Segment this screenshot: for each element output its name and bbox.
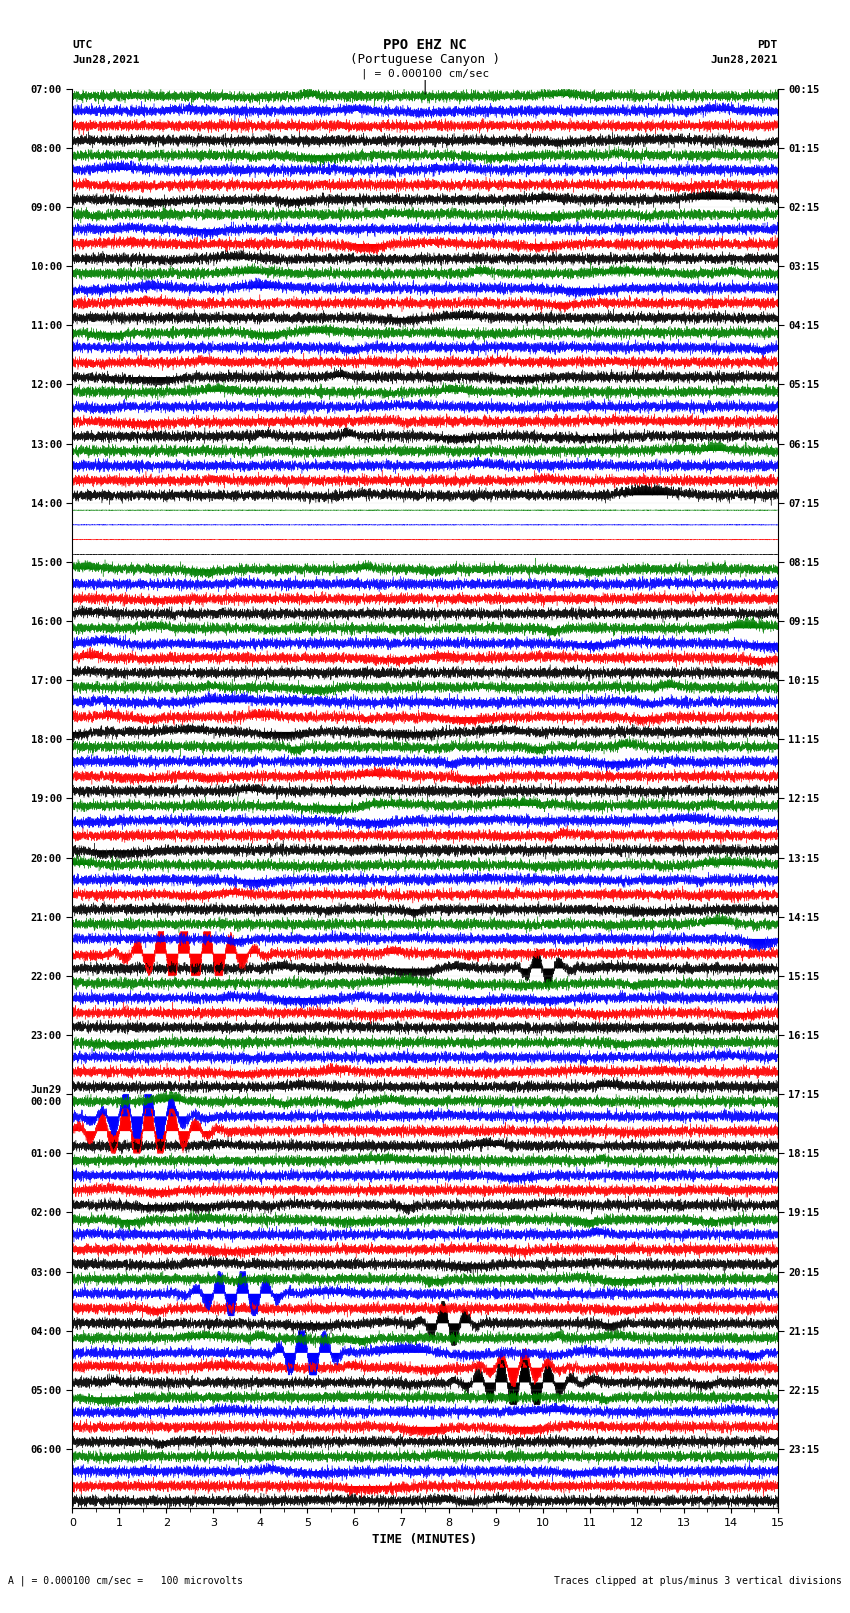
Text: Traces clipped at plus/minus 3 vertical divisions: Traces clipped at plus/minus 3 vertical … <box>553 1576 842 1586</box>
Text: PPO EHZ NC: PPO EHZ NC <box>383 39 467 52</box>
Text: |: | <box>421 79 429 94</box>
Text: PDT: PDT <box>757 40 778 50</box>
Text: A | = 0.000100 cm/sec =   100 microvolts: A | = 0.000100 cm/sec = 100 microvolts <box>8 1576 243 1586</box>
Text: UTC: UTC <box>72 40 93 50</box>
Text: Jun28,2021: Jun28,2021 <box>72 55 139 65</box>
Text: | = 0.000100 cm/sec: | = 0.000100 cm/sec <box>361 69 489 79</box>
Text: Jun28,2021: Jun28,2021 <box>711 55 778 65</box>
X-axis label: TIME (MINUTES): TIME (MINUTES) <box>372 1534 478 1547</box>
Text: (Portuguese Canyon ): (Portuguese Canyon ) <box>350 53 500 66</box>
